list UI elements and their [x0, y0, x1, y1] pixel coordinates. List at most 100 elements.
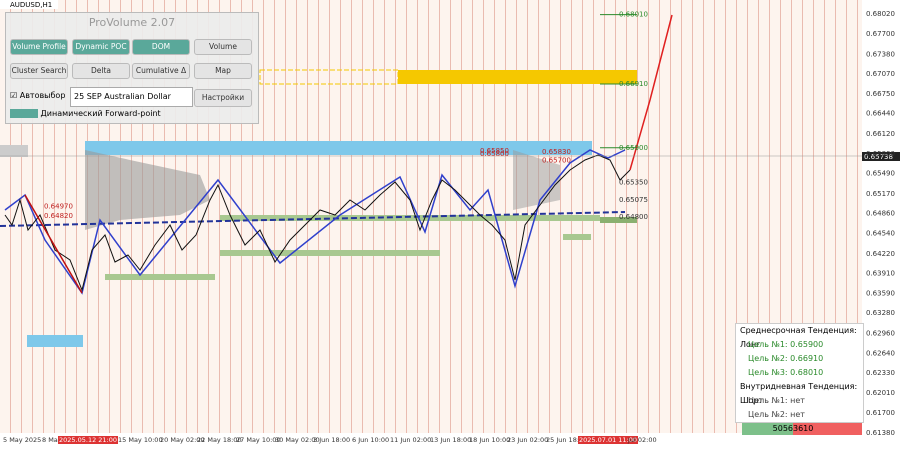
price-label: 0.65490: [866, 170, 895, 178]
zone: [27, 335, 83, 347]
provolume-panel: ProVolume 2.07 Volume Profile Dynamic PO…: [5, 12, 259, 124]
button[interactable]: Настройки: [194, 89, 252, 107]
panel-title: ProVolume 2.07: [88, 16, 176, 29]
time-label: 18 Jun 10:00: [469, 436, 511, 444]
time-label: 27 May 10:00: [236, 436, 281, 444]
time-label: 20 May 02:00: [160, 436, 205, 444]
price-label: 0.67380: [866, 50, 895, 58]
zone: [85, 141, 592, 155]
price-label: 0.62640: [866, 349, 895, 357]
zone: [220, 215, 600, 221]
level-label: 0.65075: [619, 196, 648, 204]
level-label: 0.68010: [619, 11, 648, 19]
sell-volume: 3610: [793, 423, 862, 435]
button[interactable]: Delta: [72, 63, 130, 79]
price-label: 0.63910: [866, 269, 895, 277]
button[interactable]: Volume Profile: [10, 39, 68, 55]
zigzag: [4, 149, 626, 295]
checkbox[interactable]: ☑ Автовыбор: [10, 91, 66, 100]
price-label: 0.61380: [866, 429, 895, 437]
current-price-box: [862, 152, 900, 161]
level-label: 0.65900: [619, 144, 648, 152]
button[interactable]: Map: [194, 63, 252, 79]
price-label: 0.64540: [866, 230, 895, 238]
trend: Среднесрочная Тенденция: Лонг: [740, 326, 857, 349]
zone: [600, 217, 637, 223]
time-label: 6 Jun 10:00: [352, 436, 390, 444]
buy-volume: 5056: [742, 423, 793, 435]
price-axis: [862, 0, 900, 449]
volume-profile: [513, 150, 560, 210]
dropdown[interactable]: 25 SEP Australian Dollar: [70, 87, 193, 107]
price-label: 0.62960: [866, 329, 895, 337]
time-label: 11 Jun 02:00: [390, 436, 432, 444]
level-label: 0.65800: [480, 150, 509, 158]
time-label: 13 Jun 18:00: [430, 436, 472, 444]
time-label: 5 May 2025: [3, 436, 42, 444]
price-label: 0.62330: [866, 369, 895, 377]
zone: [563, 234, 591, 240]
toggle[interactable]: Динамический Forward-point: [10, 109, 250, 118]
level-label: 0.65700: [542, 156, 571, 164]
symbol: AUDUSD,H1: [10, 1, 52, 9]
time-label: 3 Jun 18:00: [313, 436, 351, 444]
button[interactable]: Dynamic POC: [72, 39, 130, 55]
level-label: 0.65350: [619, 178, 648, 186]
forecast: [629, 14, 673, 171]
current-price: 0.65738: [864, 153, 893, 161]
time-label: 2025.05.12 21:00: [58, 436, 119, 444]
price-label: 0.67070: [866, 70, 895, 78]
button[interactable]: Cluster Search: [10, 63, 68, 79]
level-label: 0.66910: [619, 80, 648, 88]
price-label: 0.63590: [866, 290, 895, 298]
price-label: 0.61700: [866, 409, 895, 417]
button[interactable]: Volume: [194, 39, 252, 55]
price-label: 0.66120: [866, 130, 895, 138]
price-label: 0.62010: [866, 389, 895, 397]
toggle-label: Динамический Forward-point: [40, 109, 161, 118]
zone: [259, 69, 399, 85]
target: Цель №3: 0.68010: [748, 368, 824, 377]
target: Цель №2: нет: [748, 410, 805, 419]
time-label: 8 May 20: [42, 436, 72, 444]
level-label: 0.64970: [44, 202, 73, 210]
price-label: 0.63280: [866, 309, 895, 317]
checkbox-label: Автовыбор: [19, 91, 66, 100]
level-label: 0.64820: [44, 212, 73, 220]
zone: [398, 70, 637, 84]
time-label: 2025.07.01 11:00: [578, 436, 639, 444]
price-label: 0.64860: [866, 209, 895, 217]
time-label: Jul 02:00: [628, 436, 657, 444]
level-label: 0.65830: [542, 148, 571, 156]
price-label: 0.66750: [866, 90, 895, 98]
info-panel: Среднесрочная Тенденция: Лонг Цель №1: 0…: [735, 323, 864, 423]
target: Цель №1: нет: [748, 396, 805, 405]
level-label: 0.65850: [480, 147, 509, 155]
price-label: 0.64220: [866, 250, 895, 258]
zone: [105, 274, 215, 280]
time-label: 15 May 10:00: [118, 436, 163, 444]
target: Цель №1: 0.65900: [748, 340, 824, 349]
trend-line: [24, 194, 83, 294]
trend: Внутридневная Тенденция: Шорт: [740, 382, 858, 405]
price-label: 0.68020: [866, 10, 895, 18]
price-label: 0.65170: [866, 190, 895, 198]
zone: [220, 250, 440, 256]
price-label: 0.65800: [866, 150, 895, 158]
volume-profile: [85, 150, 210, 230]
time-label: 23 Jun 02:00: [507, 436, 549, 444]
level-label: 0.64800: [619, 213, 648, 221]
zone: [0, 145, 28, 157]
target: Цель №2: 0.66910: [748, 354, 824, 363]
time-label: 25 Jun 18:00: [546, 436, 588, 444]
button[interactable]: Cumulative Δ: [132, 63, 190, 79]
button[interactable]: DOM: [132, 39, 190, 55]
price-label: 0.66440: [866, 110, 895, 118]
symbol-box: [0, 0, 58, 9]
time-label: 22 May 18:00: [197, 436, 242, 444]
price-label: 0.67700: [866, 30, 895, 38]
poc-line: [0, 211, 626, 227]
price-line: [4, 154, 631, 292]
